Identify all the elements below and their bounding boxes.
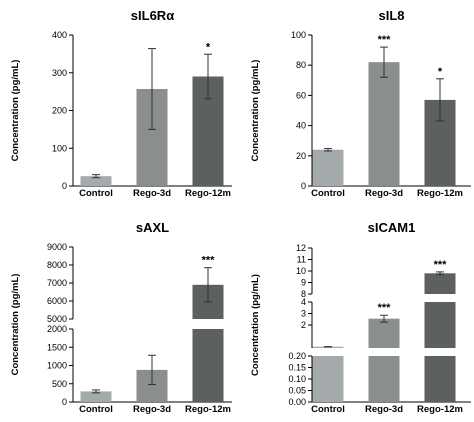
y-tick-label: 400 (52, 30, 67, 40)
bar-rego-3d-segment (368, 356, 400, 402)
y-tick-label: 60 (296, 90, 306, 100)
y-tick-label: 12 (296, 243, 306, 253)
bar-control (312, 346, 344, 348)
x-tick-label: Rego-3d (133, 188, 171, 199)
y-tick-label: 10 (296, 266, 306, 276)
y-tick-label: 4 (301, 297, 306, 307)
y-tick-label: 300 (52, 68, 67, 78)
x-tick-label: Control (79, 188, 113, 199)
significance-marker: *** (202, 255, 216, 267)
chart-title: sIL6Rα (131, 8, 174, 23)
y-tick-label: 5000 (47, 314, 67, 324)
y-tick-label: 6000 (47, 296, 67, 306)
chart-title: sAXL (136, 220, 169, 235)
y-tick-label: 8000 (47, 260, 67, 270)
bar-control (312, 149, 344, 186)
y-tick-label: 200 (52, 106, 67, 116)
y-tick-label: 100 (291, 30, 306, 40)
y-tick-label: 0.20 (288, 351, 306, 361)
y-tick-label: 1500 (47, 342, 67, 352)
y-tick-label: 0 (62, 181, 67, 191)
y-tick-label: 0.00 (288, 397, 306, 407)
x-tick-label: Rego-12m (417, 404, 463, 415)
bar-rego-12m-segment (424, 356, 456, 402)
x-tick-label: Control (311, 404, 345, 415)
y-tick-label: 0.10 (288, 374, 306, 384)
chart-title: sIL8 (378, 8, 404, 23)
y-tick-label: 11 (297, 255, 306, 265)
significance-marker: * (438, 66, 443, 78)
x-tick-label: Rego-12m (185, 188, 231, 199)
y-tick-label: 9 (301, 278, 306, 288)
y-tick-label: 8 (301, 289, 306, 299)
chart-panel-1: sIL6Rα Concentration (pg/mL) 0 100 200 300 400… (10, 8, 232, 199)
y-tick-label: 0.05 (288, 386, 306, 396)
x-tick-label: Rego-12m (417, 188, 463, 199)
bar-control (80, 391, 112, 402)
y-tick-label: 500 (52, 379, 67, 389)
y-axis-label: Concentration (pg/mL) (250, 60, 261, 162)
bar-rego-12m-segment (424, 302, 456, 348)
x-tick-label: Control (311, 188, 345, 199)
chart-title: sICAM1 (368, 220, 416, 235)
bar-rego-3d (368, 62, 400, 186)
significance-marker: * (206, 41, 211, 53)
x-tick-label: Rego-3d (365, 404, 403, 415)
y-axis-label: Concentration (pg/mL) (10, 274, 21, 376)
bar-control-segment (312, 356, 344, 402)
bar-rego-12m-segment (192, 329, 224, 402)
y-tick-label: 0 (62, 397, 67, 407)
y-tick-label: 40 (296, 121, 306, 131)
significance-marker: *** (378, 302, 392, 314)
y-tick-label: 0.15 (288, 363, 306, 373)
y-tick-label: 80 (296, 60, 306, 70)
x-tick-label: Control (79, 404, 113, 415)
y-tick-label: 100 (52, 143, 67, 153)
y-tick-label: 20 (296, 151, 306, 161)
y-tick-label: 2000 (47, 324, 67, 334)
y-tick-label: 9000 (47, 242, 67, 252)
bar-rego-12m (424, 273, 456, 294)
y-tick-label: 0 (301, 181, 306, 191)
y-tick-label: 7000 (47, 278, 67, 288)
y-tick-label: 1000 (47, 361, 67, 371)
x-tick-label: Rego-12m (185, 404, 231, 415)
chart-panel-2: sIL8 Concentration (pg/mL) 0 20 40 60 80 100 Con… (250, 8, 471, 199)
y-tick-label: 2 (301, 320, 306, 330)
y-tick-label: 3 (301, 309, 306, 319)
x-tick-label: Rego-3d (133, 404, 171, 415)
x-tick-label: Rego-3d (365, 188, 403, 199)
significance-marker: *** (434, 259, 448, 271)
y-axis-label: Concentration (pg/mL) (250, 274, 261, 376)
significance-marker: *** (378, 34, 392, 46)
bar-control (80, 176, 112, 186)
chart-panel-3: sAXL Concentration (pg/mL) 0 500 1000 1500 200… (10, 220, 232, 415)
y-axis-label: Concentration (pg/mL) (10, 60, 21, 162)
bar-rego-3d (368, 318, 400, 348)
